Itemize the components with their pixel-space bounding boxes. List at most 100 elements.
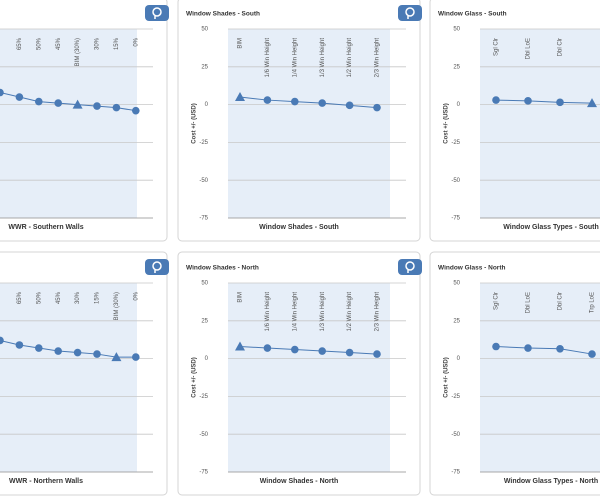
button-bg bbox=[145, 259, 169, 275]
y-tick-label: -75 bbox=[199, 216, 208, 222]
options-button[interactable] bbox=[398, 259, 422, 275]
x-tick-label: 2/3 Win Height bbox=[375, 38, 381, 78]
data-point bbox=[587, 98, 597, 108]
data-point bbox=[492, 96, 500, 104]
data-point bbox=[35, 344, 43, 352]
data-point bbox=[556, 98, 564, 107]
x-tick-label: 65% bbox=[17, 291, 23, 304]
x-tick-label: 15% bbox=[114, 37, 120, 50]
y-tick-label: 25 bbox=[201, 64, 208, 70]
options-button[interactable] bbox=[398, 5, 422, 21]
x-tick-label: 45% bbox=[56, 291, 62, 304]
series-line bbox=[239, 96, 378, 109]
y-tick-label: 25 bbox=[453, 318, 460, 324]
x-axis-title: WWR - Northern Walls bbox=[9, 478, 83, 485]
y-tick-label: -25 bbox=[451, 140, 460, 146]
data-point bbox=[93, 350, 101, 358]
chart-panel: Window Shades - North Cost +/- (USD) 50 25 0… bbox=[177, 251, 422, 496]
x-tick-label: 0% bbox=[133, 291, 139, 300]
y-tick-label: -25 bbox=[451, 394, 460, 400]
x-tick-label: 15% bbox=[95, 291, 101, 304]
y-tick-label: -50 bbox=[199, 178, 208, 184]
x-axis-title: Window Shades - North bbox=[260, 478, 339, 485]
data-point bbox=[235, 92, 245, 102]
x-tick-label: 1/6 Win Height bbox=[265, 292, 271, 332]
y-tick-label: -25 bbox=[199, 394, 208, 400]
x-tick-label: 1/4 Win Height bbox=[292, 292, 298, 332]
data-point bbox=[54, 99, 62, 107]
data-point bbox=[0, 336, 4, 345]
options-button[interactable] bbox=[145, 259, 169, 275]
y-tick-label: 50 bbox=[201, 281, 208, 287]
data-point bbox=[132, 106, 140, 115]
button-icon bbox=[152, 261, 162, 271]
y-tick-label: -50 bbox=[451, 178, 460, 184]
plot-shade bbox=[228, 29, 390, 218]
plot-shade bbox=[480, 283, 600, 472]
chart-title: Window Shades - South bbox=[186, 11, 260, 18]
data-point bbox=[492, 342, 500, 351]
x-tick-label: 50% bbox=[36, 37, 42, 50]
y-tick-label: 0 bbox=[205, 356, 209, 362]
x-tick-label: Dbl LoE bbox=[526, 38, 532, 59]
x-tick-label: 1/2 Win Height bbox=[347, 38, 353, 78]
y-tick-label: 0 bbox=[457, 102, 461, 108]
data-point bbox=[318, 99, 327, 107]
chart-panel: Window Shades - South Cost +/- (USD) 50 25 0… bbox=[177, 0, 422, 242]
y-axis-label: Cost +/- (USD) bbox=[192, 357, 198, 398]
data-point bbox=[263, 344, 272, 352]
plot-shade bbox=[228, 283, 390, 472]
data-point bbox=[15, 93, 24, 101]
data-point bbox=[524, 344, 532, 352]
y-tick-label: 25 bbox=[201, 318, 208, 324]
x-tick-label: Dbl LoE bbox=[526, 292, 532, 313]
data-point bbox=[73, 348, 82, 357]
x-tick-label: 30% bbox=[75, 291, 81, 304]
plot-shade bbox=[0, 29, 137, 218]
y-tick-label: 50 bbox=[453, 27, 460, 33]
y-tick-label: -25 bbox=[199, 140, 208, 146]
y-tick-label: -50 bbox=[199, 432, 208, 438]
button-icon bbox=[405, 261, 415, 271]
data-point bbox=[235, 341, 245, 351]
y-tick-label: -75 bbox=[199, 470, 208, 476]
y-tick-label: -75 bbox=[451, 470, 460, 476]
options-button[interactable] bbox=[145, 5, 169, 21]
data-point bbox=[373, 350, 381, 358]
chart-title: Window Glass - North bbox=[438, 265, 505, 272]
y-tick-label: 50 bbox=[453, 281, 460, 287]
x-tick-label: BIM (30%) bbox=[75, 38, 81, 66]
x-tick-label: Sgl Clr bbox=[494, 292, 500, 310]
data-point bbox=[263, 96, 272, 104]
x-tick-label: 50% bbox=[36, 291, 42, 304]
data-point bbox=[93, 102, 101, 110]
y-tick-label: -50 bbox=[451, 432, 460, 438]
chart-title: Window Shades - North bbox=[186, 265, 259, 272]
x-tick-label: 45% bbox=[56, 37, 62, 50]
x-tick-label: Dbl Clr bbox=[558, 292, 564, 310]
data-point bbox=[318, 347, 327, 355]
button-bg bbox=[398, 5, 422, 21]
chart-panel: Window Glass - South Cost +/- (USD) 50 25 0 -… bbox=[429, 0, 600, 242]
y-tick-label: -75 bbox=[451, 216, 460, 222]
x-tick-label: BIM (30%) bbox=[114, 292, 120, 320]
data-point bbox=[373, 103, 381, 112]
x-tick-label: 1/6 Win Height bbox=[265, 38, 271, 78]
x-tick-label: 1/2 Win Height bbox=[347, 292, 353, 332]
x-tick-label: Sgl Clr bbox=[494, 38, 500, 56]
data-point bbox=[524, 97, 532, 105]
data-point bbox=[291, 97, 299, 106]
button-bg bbox=[398, 259, 422, 275]
x-tick-label: Dbl Clr bbox=[558, 38, 564, 56]
x-tick-label: 1/3 Win Height bbox=[320, 38, 326, 78]
series-line bbox=[495, 346, 593, 355]
data-point bbox=[112, 103, 121, 112]
data-point bbox=[35, 97, 43, 106]
x-tick-label: 0% bbox=[133, 37, 139, 46]
data-point bbox=[0, 88, 4, 97]
button-bg bbox=[145, 5, 169, 21]
plot-shade bbox=[0, 283, 137, 472]
x-axis-title: WWR - Southern Walls bbox=[8, 224, 83, 231]
